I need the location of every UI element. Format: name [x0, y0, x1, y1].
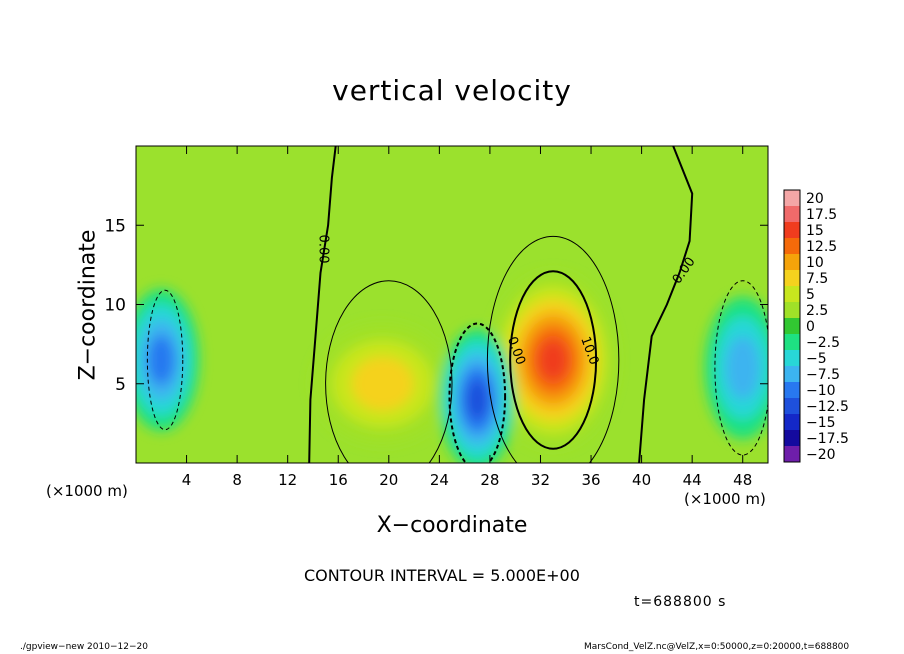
contour-interval-note: CONTOUR INTERVAL = 5.000E+00: [304, 566, 580, 585]
x-tick-label: 36: [581, 471, 600, 489]
y-axis: 5 10 15: [104, 216, 768, 395]
x-tick-label: 20: [379, 471, 398, 489]
heatmap-field: [136, 146, 768, 463]
colorbar-label: −15: [806, 415, 836, 431]
colorbar-label: 0: [806, 319, 815, 335]
colorbar-swatch: [784, 350, 800, 367]
colorbar-swatch: [784, 286, 800, 303]
colorbar-swatch: [784, 414, 800, 431]
y-tick-label: 10: [104, 296, 126, 316]
colorbar-swatch: [784, 222, 800, 239]
colorbar-label: 2.5: [806, 303, 828, 319]
contour-labels: 0.000.000.00 10.0: [315, 235, 698, 367]
colorbar-label: −7.5: [806, 367, 840, 383]
colorbar-label: 10: [806, 255, 824, 271]
colorbar-swatch: [784, 190, 800, 207]
x-tick-label: 28: [480, 471, 499, 489]
contour-label: 0.00: [315, 235, 330, 264]
colorbar-swatch: [784, 254, 800, 271]
x-tick-label: 16: [329, 471, 348, 489]
downdraft-level-2: [725, 336, 760, 400]
footer-source: MarsCond_VelZ.nc@VelZ,x=0:50000,z=0:2000…: [584, 642, 850, 652]
colorbar-swatch: [784, 366, 800, 383]
x-unit-left: (×1000 m): [46, 482, 128, 500]
colorbar: 2017.51512.5107.552.50−2.5−5−7.5−10−12.5…: [783, 189, 849, 463]
x-tick-label: 4: [182, 471, 192, 489]
x-tick-label: 12: [278, 471, 297, 489]
colorbar-swatch: [784, 398, 800, 415]
updraft-level-2: [351, 356, 414, 411]
contour-neg-right: [714, 280, 768, 456]
contour-lines: [146, 146, 768, 463]
colorbar-frame: [783, 189, 801, 463]
colorbar-swatch: [784, 302, 800, 319]
footer-program: ./gpview−new 2010−12−20: [20, 642, 148, 652]
updraft-level-5: [537, 338, 569, 382]
x-axis: 4 8 12 16 20 24 28 32 36 40 44 48: [182, 146, 752, 489]
colorbar-label: −10: [806, 383, 836, 399]
contour-5-left-updraft: [325, 280, 453, 463]
x-unit-right: (×1000 m): [684, 490, 766, 508]
x-tick-label: 24: [430, 471, 449, 489]
downdraft-level-3: [148, 335, 175, 385]
colorbar-swatch: [784, 238, 800, 255]
x-tick-label: 48: [733, 471, 752, 489]
colorbar-label: −20: [806, 447, 836, 463]
y-tick-label: 5: [115, 375, 126, 395]
colorbar-label: 15: [806, 223, 824, 239]
colorbar-swatch: [784, 382, 800, 399]
zero-contour-right: [638, 146, 694, 463]
colorbar-swatch: [784, 334, 800, 351]
contour-5-updraft: [486, 235, 620, 463]
contour-neg-left: [146, 289, 184, 431]
colorbar-swatch: [784, 270, 800, 287]
colorbar-label: 17.5: [806, 207, 837, 223]
colorbar-label: −2.5: [806, 335, 840, 351]
colorbar-swatch: [784, 206, 800, 223]
colorbar-label: 12.5: [806, 239, 837, 255]
downdraft-level-4: [466, 379, 489, 420]
colorbar-label: 20: [806, 191, 824, 207]
x-tick-label: 40: [632, 471, 651, 489]
x-tick-label: 8: [232, 471, 242, 489]
time-annotation: t=688800 s: [634, 594, 727, 610]
x-tick-label: 44: [683, 471, 702, 489]
zero-contour-left: [308, 146, 337, 463]
x-axis-label: X−coordinate: [376, 513, 528, 538]
y-tick-label: 15: [104, 216, 126, 236]
colorbar-label: 5: [806, 287, 815, 303]
contour-neg-downdraft: [448, 322, 507, 463]
colorbar-swatch: [784, 446, 800, 463]
colorbar-swatch: [784, 430, 800, 447]
contour-10-updraft: [509, 270, 598, 450]
colorbar-swatch: [784, 318, 800, 335]
x-tick-label: 32: [531, 471, 550, 489]
colorbar-label: −17.5: [806, 431, 849, 447]
colorbar-label: −12.5: [806, 399, 849, 415]
y-axis-label: Z−coordinate: [75, 229, 101, 381]
chart-title: vertical velocity: [332, 74, 572, 107]
colorbar-label: 7.5: [806, 271, 828, 287]
colorbar-label: −5: [806, 351, 827, 367]
